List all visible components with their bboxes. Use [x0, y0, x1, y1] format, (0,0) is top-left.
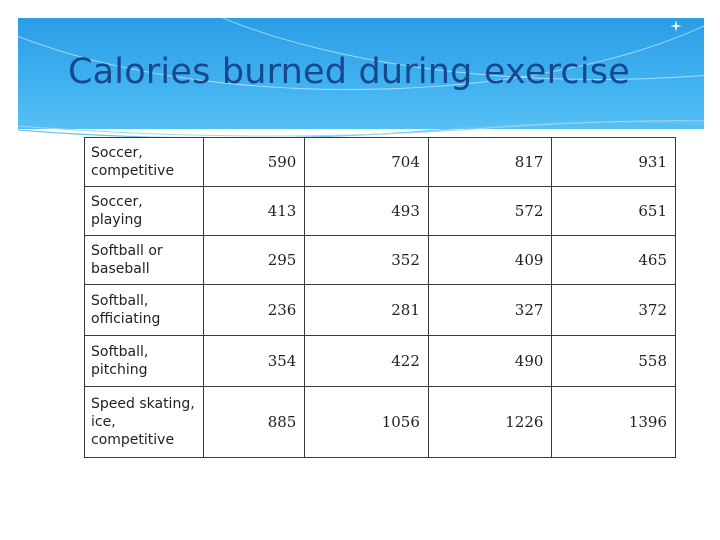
activity-label: Speed skating, ice, competitive — [84, 386, 204, 458]
table-row: Softball, officiating 236 281 327 372 — [84, 284, 676, 336]
table-row: Soccer, competitive 590 704 817 931 — [84, 137, 676, 187]
calorie-value: 354 — [202, 335, 306, 387]
calories-table: Soccer, competitive 590 704 817 931 Socc… — [84, 137, 676, 458]
calorie-value: 817 — [427, 137, 553, 187]
calorie-value: 490 — [427, 335, 553, 387]
calorie-value: 558 — [551, 335, 676, 387]
table-row: Speed skating, ice, competitive 885 1056… — [84, 386, 676, 458]
calorie-value: 1396 — [551, 386, 676, 458]
title-banner — [18, 18, 704, 129]
sparkle-icon — [670, 20, 682, 32]
table-row: Softball, pitching 354 422 490 558 — [84, 335, 676, 387]
calorie-value: 590 — [202, 137, 306, 187]
calorie-value: 931 — [551, 137, 676, 187]
activity-label: Soccer, competitive — [84, 137, 204, 187]
calorie-value: 885 — [202, 386, 306, 458]
calorie-value: 281 — [304, 284, 429, 336]
calorie-value: 465 — [551, 235, 676, 285]
calorie-value: 651 — [551, 186, 676, 236]
activity-label: Soccer, playing — [84, 186, 204, 236]
calorie-value: 572 — [427, 186, 553, 236]
calorie-value: 1056 — [304, 386, 429, 458]
table-row: Softball or baseball 295 352 409 465 — [84, 235, 676, 285]
activity-label: Softball, pitching — [84, 335, 204, 387]
calorie-value: 413 — [202, 186, 306, 236]
slide-title: Calories burned during exercise — [68, 52, 630, 92]
calorie-value: 236 — [202, 284, 306, 336]
calorie-value: 422 — [304, 335, 429, 387]
calorie-value: 493 — [304, 186, 429, 236]
calorie-value: 372 — [551, 284, 676, 336]
calorie-value: 1226 — [427, 386, 553, 458]
table-row: Soccer, playing 413 493 572 651 — [84, 186, 676, 236]
calorie-value: 327 — [427, 284, 553, 336]
activity-label: Softball, officiating — [84, 284, 204, 336]
banner-decoration-arc — [18, 18, 704, 90]
table-body: Soccer, competitive 590 704 817 931 Socc… — [84, 137, 676, 458]
banner-wave-decoration — [18, 120, 704, 139]
calorie-value: 352 — [304, 235, 429, 285]
calorie-value: 704 — [304, 137, 429, 187]
calorie-value: 409 — [427, 235, 553, 285]
calorie-value: 295 — [202, 235, 306, 285]
activity-label: Softball or baseball — [84, 235, 204, 285]
